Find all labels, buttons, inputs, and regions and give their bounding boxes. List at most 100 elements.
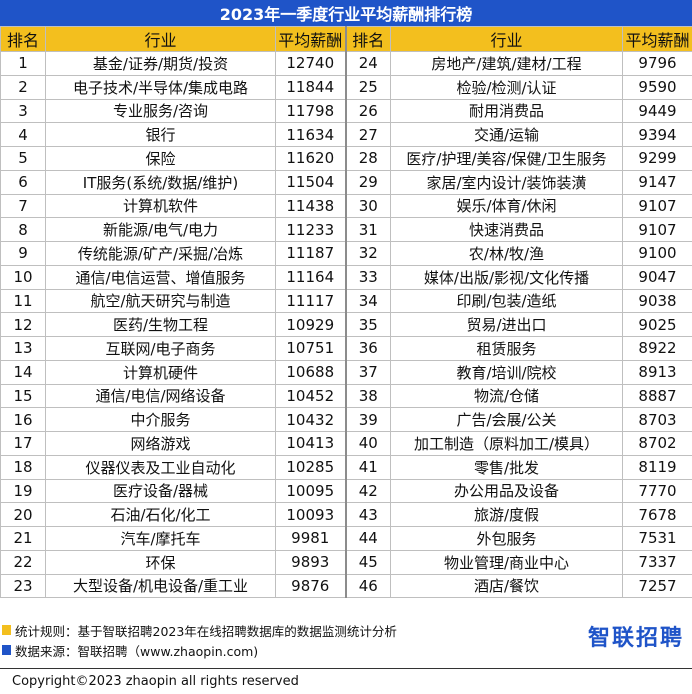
industry-cell: 石油/石化/化工 bbox=[45, 502, 276, 527]
industry-cell: 交通/运输 bbox=[390, 122, 623, 147]
avg-salary-cell: 9449 bbox=[622, 98, 692, 124]
avg-salary-cell: 11187 bbox=[275, 241, 347, 266]
rank-cell: 36 bbox=[345, 336, 391, 361]
rank-cell: 26 bbox=[345, 98, 391, 124]
avg-salary-cell: 9394 bbox=[622, 122, 692, 147]
avg-salary-cell: 8913 bbox=[622, 359, 692, 385]
avg-salary-cell: 10751 bbox=[275, 336, 347, 361]
avg-salary-cell: 11438 bbox=[275, 193, 347, 219]
rank-cell: 46 bbox=[345, 573, 391, 599]
avg-salary-cell: 10452 bbox=[275, 383, 347, 409]
rank-cell: 38 bbox=[345, 383, 391, 409]
table-row: 23 大型设备/机电设备/重工业 9876 46 酒店/餐饮 7257 bbox=[0, 573, 692, 599]
rank-cell: 12 bbox=[0, 312, 46, 337]
rank-cell: 42 bbox=[345, 478, 391, 504]
avg-salary-cell: 9047 bbox=[622, 264, 692, 290]
rule-marker-square bbox=[2, 625, 11, 635]
table-row: 15 通信/电信/网络设备 10452 38 物流/仓储 8887 bbox=[0, 383, 692, 409]
rank-cell: 5 bbox=[0, 146, 46, 171]
rank-cell: 31 bbox=[345, 217, 391, 242]
industry-cell: 印刷/包装/造纸 bbox=[390, 288, 623, 314]
avg-salary-cell: 9147 bbox=[622, 169, 692, 195]
rank-cell: 24 bbox=[345, 51, 391, 76]
industry-cell: 环保 bbox=[45, 549, 276, 575]
rank-cell: 43 bbox=[345, 502, 391, 527]
industry-cell: 通信/电信/网络设备 bbox=[45, 383, 276, 409]
industry-cell: 零售/批发 bbox=[390, 454, 623, 480]
rank-cell: 28 bbox=[345, 146, 391, 171]
industry-cell: 快速消费品 bbox=[390, 217, 623, 242]
rank-cell: 45 bbox=[345, 549, 391, 575]
industry-cell: IT服务(系统/数据/维护) bbox=[45, 169, 276, 195]
avg-salary-cell: 9107 bbox=[622, 217, 692, 242]
rank-cell: 44 bbox=[345, 526, 391, 551]
table-row: 16 中介服务 10432 39 广告/会展/公关 8703 bbox=[0, 407, 692, 432]
rank-cell: 41 bbox=[345, 454, 391, 480]
avg-salary-cell: 9038 bbox=[622, 288, 692, 314]
industry-cell: 办公用品及设备 bbox=[390, 478, 623, 504]
avg-salary-cell: 8119 bbox=[622, 454, 692, 480]
industry-cell: 传统能源/矿产/采掘/冶炼 bbox=[45, 241, 276, 266]
data-source-note: 数据来源：智联招聘（www.zhaopin.com) bbox=[0, 640, 692, 660]
table-row: 2 电子技术/半导体/集成电路 11844 25 检验/检测/认证 9590 bbox=[0, 74, 692, 100]
avg-salary-cell: 7531 bbox=[622, 526, 692, 551]
rank-cell: 20 bbox=[0, 502, 46, 527]
rank-cell: 33 bbox=[345, 264, 391, 290]
industry-cell: 医药/生物工程 bbox=[45, 312, 276, 337]
avg-salary-cell: 11117 bbox=[275, 288, 347, 314]
industry-cell: 互联网/电子商务 bbox=[45, 336, 276, 361]
industry-cell: 大型设备/机电设备/重工业 bbox=[45, 573, 276, 599]
avg-salary-cell: 9893 bbox=[275, 549, 347, 575]
avg-salary-cell: 7678 bbox=[622, 502, 692, 527]
avg-salary-cell: 10095 bbox=[275, 478, 347, 504]
rank-cell: 4 bbox=[0, 122, 46, 147]
rank-cell: 32 bbox=[345, 241, 391, 266]
industry-cell: 汽车/摩托车 bbox=[45, 526, 276, 551]
avg-salary-cell: 11164 bbox=[275, 264, 347, 290]
table-row: 12 医药/生物工程 10929 35 贸易/进出口 9025 bbox=[0, 312, 692, 337]
rank-cell: 21 bbox=[0, 526, 46, 551]
copyright: Copyright©2023 zhaopin all rights reserv… bbox=[0, 668, 692, 694]
header-rank: 排名 bbox=[0, 26, 46, 52]
rank-cell: 6 bbox=[0, 169, 46, 195]
rank-cell: 10 bbox=[0, 264, 46, 290]
table-row: 6 IT服务(系统/数据/维护) 11504 29 家居/室内设计/装饰装潢 9147 bbox=[0, 169, 692, 195]
table-row: 17 网络游戏 10413 40 加工制造（原料加工/模具） 8702 bbox=[0, 431, 692, 456]
salary-ranking-table: 排名 行业 平均薪酬 排名 行业 平均薪酬 1 基金/证券/期货/投资 12740 2… bbox=[0, 26, 692, 599]
rank-cell: 34 bbox=[345, 288, 391, 314]
page-title: 2023年一季度行业平均薪酬排行榜 bbox=[0, 0, 692, 26]
table-row: 5 保险 11620 28 医疗/护理/美容/保健/卫生服务 9299 bbox=[0, 146, 692, 171]
header-avg-salary: 平均薪酬 bbox=[622, 26, 692, 52]
avg-salary-cell: 9981 bbox=[275, 526, 347, 551]
industry-cell: 检验/检测/认证 bbox=[390, 74, 623, 100]
table-row: 9 传统能源/矿产/采掘/冶炼 11187 32 农/林/牧/渔 9100 bbox=[0, 241, 692, 266]
table-row: 13 互联网/电子商务 10751 36 租赁服务 8922 bbox=[0, 336, 692, 361]
rank-cell: 15 bbox=[0, 383, 46, 409]
avg-salary-cell: 9876 bbox=[275, 573, 347, 599]
industry-cell: 计算机硬件 bbox=[45, 359, 276, 385]
industry-cell: 娱乐/体育/休闲 bbox=[390, 193, 623, 219]
avg-salary-cell: 10413 bbox=[275, 431, 347, 456]
rank-cell: 35 bbox=[345, 312, 391, 337]
industry-cell: 旅游/度假 bbox=[390, 502, 623, 527]
table-row: 21 汽车/摩托车 9981 44 外包服务 7531 bbox=[0, 526, 692, 551]
industry-cell: 农/林/牧/渔 bbox=[390, 241, 623, 266]
avg-salary-cell: 9107 bbox=[622, 193, 692, 219]
table-row: 18 仪器仪表及工业自动化 10285 41 零售/批发 8119 bbox=[0, 454, 692, 480]
rank-cell: 25 bbox=[345, 74, 391, 100]
industry-cell: 外包服务 bbox=[390, 526, 623, 551]
industry-cell: 媒体/出版/影视/文化传播 bbox=[390, 264, 623, 290]
industry-cell: 仪器仪表及工业自动化 bbox=[45, 454, 276, 480]
table-row: 3 专业服务/咨询 11798 26 耐用消费品 9449 bbox=[0, 98, 692, 124]
industry-cell: 保险 bbox=[45, 146, 276, 171]
industry-cell: 医疗设备/器械 bbox=[45, 478, 276, 504]
avg-salary-cell: 9590 bbox=[622, 74, 692, 100]
industry-cell: 基金/证券/期货/投资 bbox=[45, 51, 276, 76]
avg-salary-cell: 11798 bbox=[275, 98, 347, 124]
avg-salary-cell: 8702 bbox=[622, 431, 692, 456]
industry-cell: 计算机软件 bbox=[45, 193, 276, 219]
table-row: 20 石油/石化/化工 10093 43 旅游/度假 7678 bbox=[0, 502, 692, 527]
rank-cell: 3 bbox=[0, 98, 46, 124]
industry-cell: 通信/电信运营、增值服务 bbox=[45, 264, 276, 290]
industry-cell: 物业管理/商业中心 bbox=[390, 549, 623, 575]
